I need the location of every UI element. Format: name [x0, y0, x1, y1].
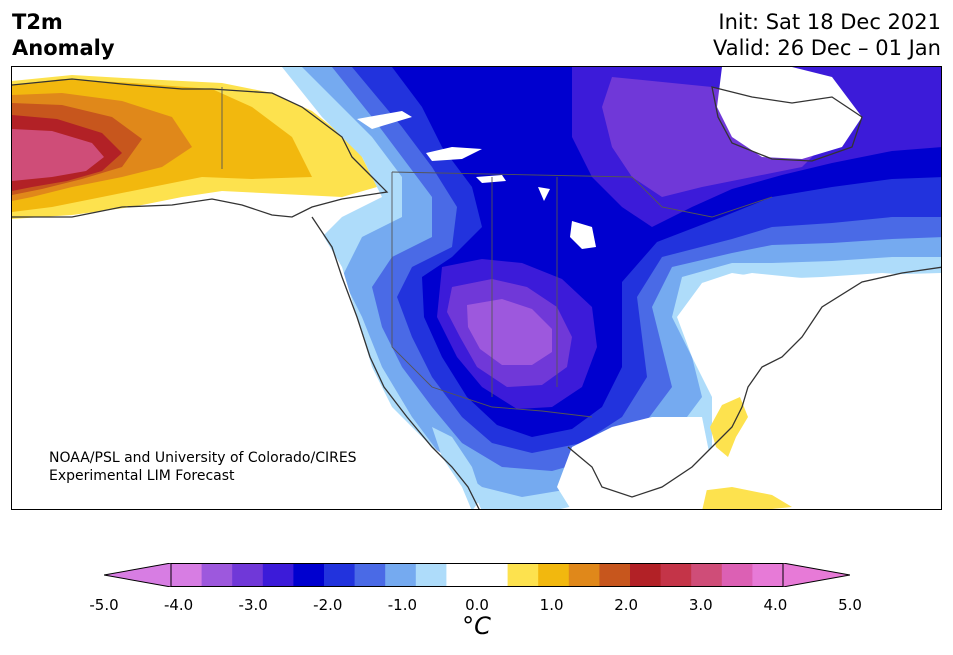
colorbar-segment — [324, 563, 356, 587]
credit-line-1: NOAA/PSL and University of Colorado/CIRE… — [49, 450, 357, 466]
cold-deep-purple-central — [467, 299, 552, 365]
colorbar-segment — [232, 563, 264, 587]
colorbar-tick-label: -5.0 — [89, 596, 119, 614]
florida-warm — [710, 397, 748, 457]
borders — [221, 87, 773, 418]
colorbar-tick-label: -3.0 — [238, 596, 268, 614]
colorbar-segment — [538, 563, 570, 587]
colorbar-segment — [293, 563, 325, 587]
great-lake-3 — [570, 221, 596, 249]
colorbar-tick-label: 1.0 — [539, 596, 564, 614]
map-title: T2m Anomaly — [12, 9, 115, 61]
credit-line-2: Experimental LIM Forecast — [49, 468, 235, 484]
colorbar-min-arrow — [103, 562, 172, 588]
colorbar-tick-label: 2.0 — [614, 596, 639, 614]
colorbar-tick-label: -4.0 — [163, 596, 194, 614]
colorbar-segment — [721, 563, 753, 587]
great-lake-4 — [476, 175, 506, 183]
colorbar-segment — [385, 563, 417, 587]
colorbar-segment — [691, 563, 723, 587]
colorbar-svg — [103, 562, 851, 588]
colorbar-segment — [171, 563, 203, 587]
colorbar-segment — [415, 563, 447, 587]
credit-text: NOAA/PSL and University of Colorado/CIRE… — [49, 449, 357, 485]
anomaly-map — [11, 66, 942, 510]
colorbar-unit: °C — [462, 612, 491, 640]
colorbar-tick-label: 3.0 — [688, 596, 713, 614]
colorbar-segment — [354, 563, 386, 587]
colorbar-segment — [660, 563, 692, 587]
colorbar-segment — [507, 563, 539, 587]
forecast-dates: Init: Sat 18 Dec 2021 Valid: 26 Dec – 01… — [713, 9, 941, 61]
colorbar-segment — [446, 563, 478, 587]
colorbar-segment — [568, 563, 600, 587]
colorbar-segment — [630, 563, 662, 587]
colorbar-tick-label: -1.0 — [387, 596, 418, 614]
valid-date: Valid: 26 Dec – 01 Jan — [712, 36, 941, 60]
southeast-normal — [677, 273, 941, 509]
great-lake-1 — [426, 147, 482, 161]
gulf-of-mexico — [557, 417, 712, 509]
colorbar-tick-label: -2.0 — [313, 596, 343, 614]
title-line-1: T2m — [12, 10, 63, 34]
colorbar — [103, 562, 851, 588]
pacific-coast — [12, 207, 482, 509]
great-lake-5 — [538, 187, 550, 201]
alaska-warm-pink — [12, 129, 104, 181]
colorbar-tick-label: 4.0 — [763, 596, 788, 614]
baja-cold — [432, 427, 482, 509]
colorbar-segment — [201, 563, 233, 587]
coastlines — [12, 78, 941, 509]
init-date: Init: Sat 18 Dec 2021 — [718, 10, 941, 34]
hudson-bay — [717, 67, 862, 159]
map-canvas — [12, 67, 941, 509]
colorbar-segment — [752, 563, 784, 587]
colorbar-segment — [262, 563, 294, 587]
colorbar-tick-label: 0.0 — [465, 596, 489, 614]
colorbar-max-arrow — [782, 562, 851, 588]
cuba-warm — [692, 487, 792, 509]
great-lake-2 — [357, 111, 412, 129]
colorbar-border — [170, 563, 784, 587]
colorbar-segment — [599, 563, 631, 587]
title-line-2: Anomaly — [12, 36, 115, 60]
colorbar-tick-label: 5.0 — [838, 596, 862, 614]
colorbar-segment — [477, 563, 509, 587]
